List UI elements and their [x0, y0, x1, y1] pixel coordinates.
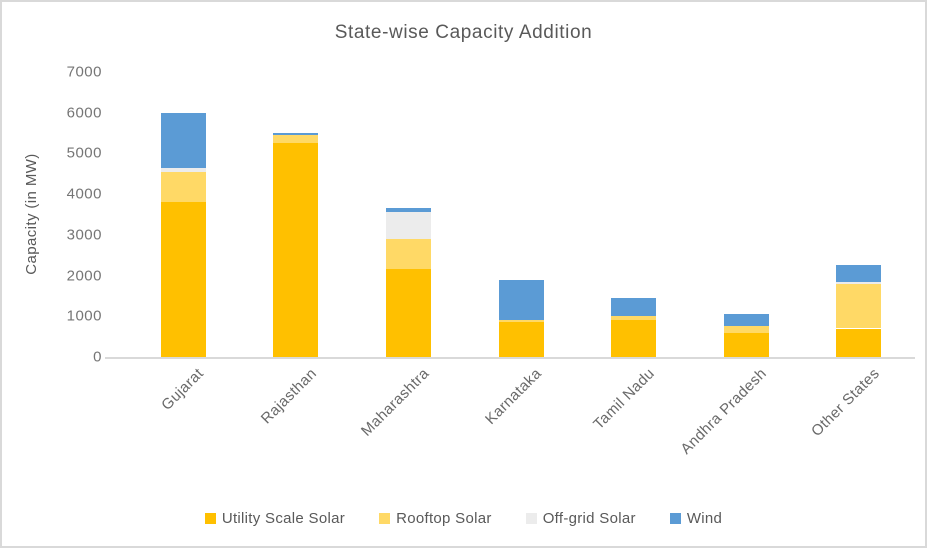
bar-segment-wind-andhra-pradesh: [723, 314, 769, 327]
y-tick-label: 7000: [66, 63, 102, 81]
legend-label: Off-grid Solar: [542, 510, 636, 527]
bar-segment-rooftop-solar-maharashtra: [385, 238, 431, 270]
x-axis-label: Other States: [807, 365, 883, 440]
y-tick-label: 6000: [66, 104, 102, 122]
y-tick-label: 0: [93, 348, 102, 366]
y-tick-label: 3000: [66, 226, 102, 244]
bar-segment-utility-scale-solar-maharashtra: [385, 269, 431, 357]
bar-segment-utility-scale-solar-rajasthan: [273, 143, 319, 357]
legend-swatch-icon: [204, 513, 216, 524]
bar-segment-rooftop-solar-karnataka: [498, 320, 544, 323]
bar-segment-utility-scale-solar-andhra-pradesh: [723, 332, 769, 357]
x-axis-label: Andhra Pradesh: [677, 365, 771, 458]
y-tick-label: 2000: [66, 267, 102, 285]
bar-segment-rooftop-solar-andhra-pradesh: [723, 326, 769, 333]
bar-segment-wind-other-states: [836, 265, 882, 282]
x-axis-label: Gujarat: [158, 365, 208, 414]
legend-swatch-icon: [525, 513, 537, 524]
bar-segment-utility-scale-solar-karnataka: [498, 322, 544, 357]
legend-label: Wind: [686, 510, 723, 527]
legend-item-utility-scale-solar: Utility Scale Solar: [204, 510, 346, 527]
x-axis-label: Rajasthan: [257, 365, 320, 428]
bar-segment-wind-maharashtra: [385, 208, 431, 213]
bar-segment-rooftop-solar-other-states: [836, 283, 882, 329]
legend-swatch-icon: [379, 513, 391, 524]
bar-segment-utility-scale-solar-other-states: [836, 328, 882, 357]
legend-item-rooftop-solar: Rooftop Solar: [379, 510, 492, 527]
bar-segment-wind-tamil-nadu: [611, 297, 657, 317]
x-axis-label: Tamil Nadu: [589, 365, 658, 433]
x-axis-label: Maharashtra: [357, 365, 433, 440]
y-tick-label: 4000: [66, 185, 102, 203]
bar-segment-rooftop-solar-gujarat: [160, 171, 206, 203]
bar-segment-utility-scale-solar-tamil-nadu: [611, 320, 657, 357]
legend-swatch-icon: [669, 513, 681, 524]
legend-label: Utility Scale Solar: [221, 510, 346, 527]
bar-segment-wind-rajasthan: [273, 133, 319, 136]
bar-segment-wind-karnataka: [498, 279, 544, 321]
bar-segment-utility-scale-solar-gujarat: [160, 202, 206, 357]
y-tick-label: 5000: [66, 144, 102, 162]
bar-segment-wind-gujarat: [160, 112, 206, 168]
bar-segment-off-grid-solar-maharashtra: [385, 212, 431, 239]
legend-item-wind: Wind: [669, 510, 723, 527]
legend-item-off-grid-solar: Off-grid Solar: [525, 510, 636, 527]
legend-label: Rooftop Solar: [396, 510, 492, 527]
bar-segment-rooftop-solar-tamil-nadu: [611, 316, 657, 321]
bar-segment-off-grid-solar-gujarat: [160, 167, 206, 172]
bar-segment-rooftop-solar-rajasthan: [273, 135, 319, 144]
bar-segment-off-grid-solar-other-states: [836, 281, 882, 284]
x-axis-label: Karnataka: [482, 365, 546, 428]
y-tick-label: 1000: [66, 307, 102, 325]
chart-title: State-wise Capacity Addition: [334, 22, 593, 43]
x-axis-line: [105, 357, 915, 359]
legend: Utility Scale Solar Rooftop Solar Off-grid…: [2, 510, 925, 527]
